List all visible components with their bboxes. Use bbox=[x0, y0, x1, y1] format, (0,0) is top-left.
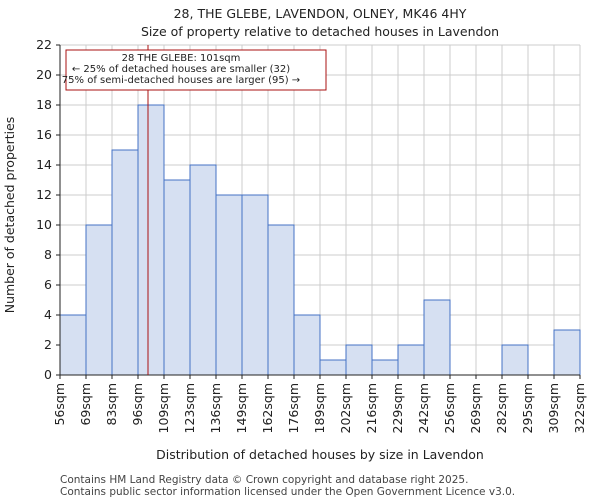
x-tick-label: 136sqm bbox=[208, 383, 223, 433]
bar-162sqm bbox=[267, 224, 295, 376]
x-tick-label: 123sqm bbox=[182, 383, 197, 433]
footer-line-2: Contains public sector information licen… bbox=[60, 486, 515, 498]
bar-309sqm bbox=[553, 329, 581, 376]
x-tick-label: 216sqm bbox=[364, 383, 379, 433]
x-tick-label: 202sqm bbox=[338, 383, 353, 433]
bar-229sqm bbox=[397, 344, 425, 376]
x-tick-label: 282sqm bbox=[494, 383, 509, 433]
annotation-line-2: ← 25% of detached houses are smaller (32… bbox=[72, 64, 290, 75]
bar-176sqm bbox=[293, 314, 321, 376]
x-tick-label: 189sqm bbox=[312, 383, 327, 433]
x-tick-label: 269sqm bbox=[468, 383, 483, 433]
y-tick-label: 16 bbox=[36, 127, 52, 142]
bar-56sqm bbox=[59, 314, 87, 376]
y-tick-label: 12 bbox=[36, 187, 52, 202]
annotation-line-1: 28 THE GLEBE: 101sqm bbox=[122, 53, 241, 64]
y-tick-label: 6 bbox=[44, 277, 52, 292]
bar-149sqm bbox=[241, 194, 269, 376]
x-tick-labels: 56sqm 69sqm 83sqm 96sqm 109sqm 123sqm 136sqm 14… bbox=[52, 375, 587, 433]
bar-83sqm bbox=[111, 149, 139, 376]
chart-subtitle: Size of property relative to detached ho… bbox=[141, 24, 499, 39]
x-tick-label: 149sqm bbox=[234, 383, 249, 433]
x-axis-label: Distribution of detached houses by size … bbox=[156, 447, 484, 462]
x-tick-label: 109sqm bbox=[156, 383, 171, 433]
x-tick-label: 309sqm bbox=[546, 383, 561, 433]
y-tick-label: 18 bbox=[36, 97, 52, 112]
property-marker: 28 THE GLEBE: 101sqm← 25% of detached ho… bbox=[62, 45, 327, 375]
footer-line-1: Contains HM Land Registry data © Crown c… bbox=[60, 474, 468, 486]
y-axis-label: Number of detached properties bbox=[2, 117, 17, 314]
bar-282sqm bbox=[501, 344, 529, 376]
bars bbox=[59, 104, 581, 376]
y-tick-label: 2 bbox=[44, 337, 52, 352]
y-tick-labels: 0 2 4 6 8 10 12 14 16 18 20 22 bbox=[36, 37, 60, 382]
y-tick-label: 10 bbox=[36, 217, 52, 232]
bar-189sqm bbox=[319, 359, 347, 376]
bar-123sqm bbox=[189, 164, 217, 376]
x-tick-label: 83sqm bbox=[104, 383, 119, 426]
x-tick-label: 256sqm bbox=[442, 383, 457, 433]
bar-242sqm bbox=[423, 299, 451, 376]
x-tick-label: 56sqm bbox=[52, 383, 67, 426]
y-tick-label: 20 bbox=[36, 67, 52, 82]
y-tick-label: 8 bbox=[44, 247, 52, 262]
x-tick-label: 295sqm bbox=[520, 383, 535, 433]
bar-136sqm bbox=[215, 194, 243, 376]
bar-109sqm bbox=[163, 179, 191, 376]
annotation-line-3: 75% of semi-detached houses are larger (… bbox=[62, 75, 300, 86]
chart-title: 28, THE GLEBE, LAVENDON, OLNEY, MK46 4HY bbox=[174, 6, 467, 21]
x-tick-label: 322sqm bbox=[572, 383, 587, 433]
x-tick-label: 242sqm bbox=[416, 383, 431, 433]
bar-96sqm bbox=[137, 104, 165, 376]
annotation-box bbox=[65, 49, 327, 91]
x-tick-label: 162sqm bbox=[260, 383, 275, 433]
x-tick-label: 69sqm bbox=[78, 383, 93, 426]
x-tick-label: 229sqm bbox=[390, 383, 405, 433]
y-tick-label: 0 bbox=[44, 367, 52, 382]
y-tick-label: 22 bbox=[36, 37, 52, 52]
bar-69sqm bbox=[85, 224, 113, 376]
x-tick-label: 96sqm bbox=[130, 383, 145, 426]
bar-202sqm bbox=[345, 344, 373, 376]
bar-216sqm bbox=[371, 359, 399, 376]
y-tick-label: 14 bbox=[36, 157, 52, 172]
x-tick-label: 176sqm bbox=[286, 383, 301, 433]
y-tick-label: 4 bbox=[44, 307, 52, 322]
